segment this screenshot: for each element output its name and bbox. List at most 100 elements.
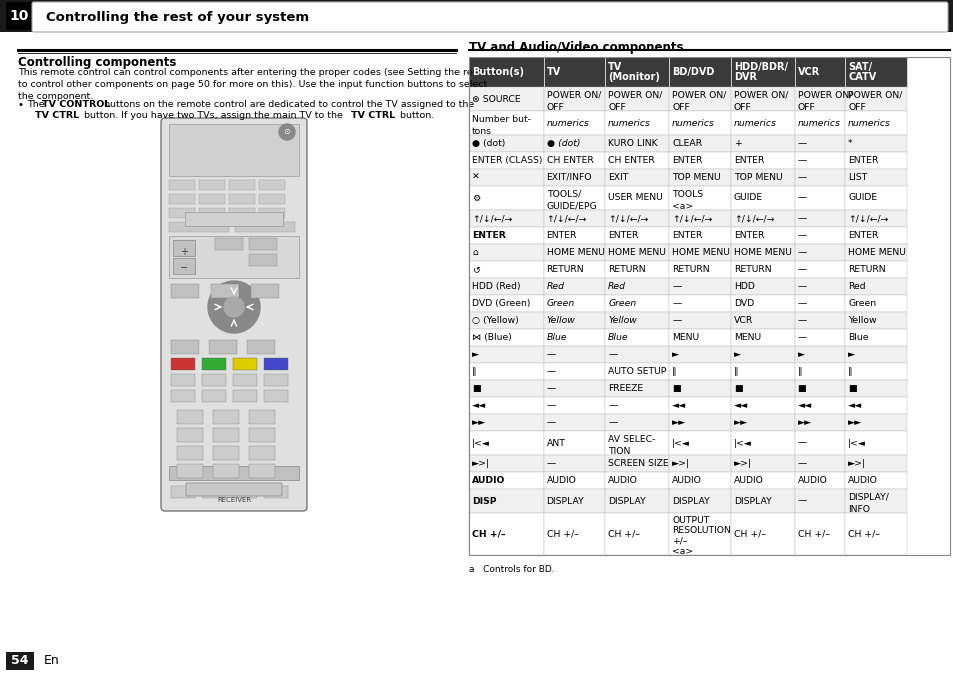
Text: Yellow: Yellow xyxy=(847,316,876,325)
Text: CH ENTER: CH ENTER xyxy=(607,156,654,165)
Bar xyxy=(264,374,288,386)
Text: GUIDE: GUIDE xyxy=(847,193,877,203)
Bar xyxy=(543,152,604,169)
Bar xyxy=(543,363,604,380)
Bar xyxy=(264,486,288,498)
Bar xyxy=(794,295,844,312)
Bar xyxy=(668,186,730,210)
Bar xyxy=(469,363,543,380)
Text: AUDIO: AUDIO xyxy=(797,476,826,485)
Bar xyxy=(730,152,794,169)
Bar xyxy=(169,466,298,480)
Bar xyxy=(668,57,730,87)
Text: —: — xyxy=(546,459,556,468)
Text: Yellow: Yellow xyxy=(546,316,575,325)
Text: —: — xyxy=(672,299,680,308)
Text: |<◄: |<◄ xyxy=(672,439,689,448)
Text: ►>|: ►>| xyxy=(472,459,489,468)
Bar xyxy=(604,363,668,380)
Bar xyxy=(668,455,730,472)
Text: ENTER: ENTER xyxy=(607,231,638,240)
Text: HDD (Red): HDD (Red) xyxy=(472,282,520,291)
Bar xyxy=(543,380,604,397)
Text: DISPLAY/: DISPLAY/ xyxy=(847,493,888,502)
Text: RETURN: RETURN xyxy=(733,265,770,274)
Bar xyxy=(604,455,668,472)
Text: HOME MENU: HOME MENU xyxy=(733,248,791,257)
Bar xyxy=(543,244,604,261)
Text: ►: ► xyxy=(847,350,855,359)
Bar xyxy=(469,513,543,555)
Text: CH +/–: CH +/– xyxy=(797,529,829,539)
Text: AUDIO: AUDIO xyxy=(847,476,877,485)
Text: ⋈ (Blue): ⋈ (Blue) xyxy=(472,333,511,342)
Text: OFF: OFF xyxy=(733,103,751,112)
Bar xyxy=(794,210,844,227)
Text: DISPLAY: DISPLAY xyxy=(607,496,645,506)
Bar xyxy=(794,111,844,135)
Text: <a>: <a> xyxy=(672,548,693,556)
Text: TOP MENU: TOP MENU xyxy=(672,173,720,182)
Bar xyxy=(730,244,794,261)
Text: —: — xyxy=(797,333,806,342)
Circle shape xyxy=(208,281,260,333)
Bar xyxy=(469,87,543,111)
Bar xyxy=(229,208,254,218)
Bar xyxy=(844,57,905,87)
Bar xyxy=(668,363,730,380)
Bar xyxy=(469,57,543,87)
Bar xyxy=(730,261,794,278)
Bar xyxy=(177,464,203,478)
Bar xyxy=(469,244,543,261)
Text: ↑/↓/←/→: ↑/↓/←/→ xyxy=(672,214,712,223)
Bar xyxy=(469,169,543,186)
Bar xyxy=(604,513,668,555)
Text: VCR: VCR xyxy=(733,316,752,325)
Text: ENTER: ENTER xyxy=(847,156,878,165)
Text: EXIT: EXIT xyxy=(607,173,628,182)
Bar xyxy=(202,390,226,402)
Bar xyxy=(543,186,604,210)
Bar xyxy=(668,227,730,244)
Text: POWER ON/: POWER ON/ xyxy=(847,91,902,100)
Bar xyxy=(844,87,905,111)
Bar xyxy=(668,513,730,555)
Bar xyxy=(543,455,604,472)
Text: ►>|: ►>| xyxy=(733,459,751,468)
Text: ►: ► xyxy=(472,350,478,359)
Text: ‖: ‖ xyxy=(847,367,852,376)
Bar xyxy=(258,180,285,190)
Bar xyxy=(730,329,794,346)
Bar xyxy=(258,208,285,218)
Bar xyxy=(543,210,604,227)
Bar xyxy=(668,380,730,397)
Text: KURO LINK: KURO LINK xyxy=(607,139,657,148)
Text: The: The xyxy=(27,100,48,109)
Text: +: + xyxy=(733,139,740,148)
Bar xyxy=(185,212,283,226)
Bar xyxy=(233,358,256,370)
Text: TV CTRL: TV CTRL xyxy=(351,111,395,120)
Bar xyxy=(543,169,604,186)
Bar xyxy=(730,363,794,380)
Text: GUIDE: GUIDE xyxy=(733,193,762,203)
Bar xyxy=(202,358,226,370)
Bar xyxy=(604,210,668,227)
Text: numerics: numerics xyxy=(672,118,714,128)
Text: —: — xyxy=(546,384,556,393)
Text: +: + xyxy=(180,247,188,257)
Bar xyxy=(844,152,905,169)
Text: AUTO SETUP: AUTO SETUP xyxy=(607,367,666,376)
Text: ● (dot): ● (dot) xyxy=(546,139,579,148)
Text: —: — xyxy=(607,418,617,427)
Bar xyxy=(844,186,905,210)
Text: button. If you have two TVs, assign the main TV to the: button. If you have two TVs, assign the … xyxy=(81,111,346,120)
Text: RECEIVER: RECEIVER xyxy=(216,497,251,503)
Text: ‖: ‖ xyxy=(672,367,676,376)
Text: ↑/↓/←/→: ↑/↓/←/→ xyxy=(607,214,648,223)
Text: —: — xyxy=(546,367,556,376)
Bar xyxy=(543,295,604,312)
Text: DVR: DVR xyxy=(733,72,756,82)
Bar xyxy=(543,261,604,278)
Text: POWER ON/: POWER ON/ xyxy=(672,91,725,100)
